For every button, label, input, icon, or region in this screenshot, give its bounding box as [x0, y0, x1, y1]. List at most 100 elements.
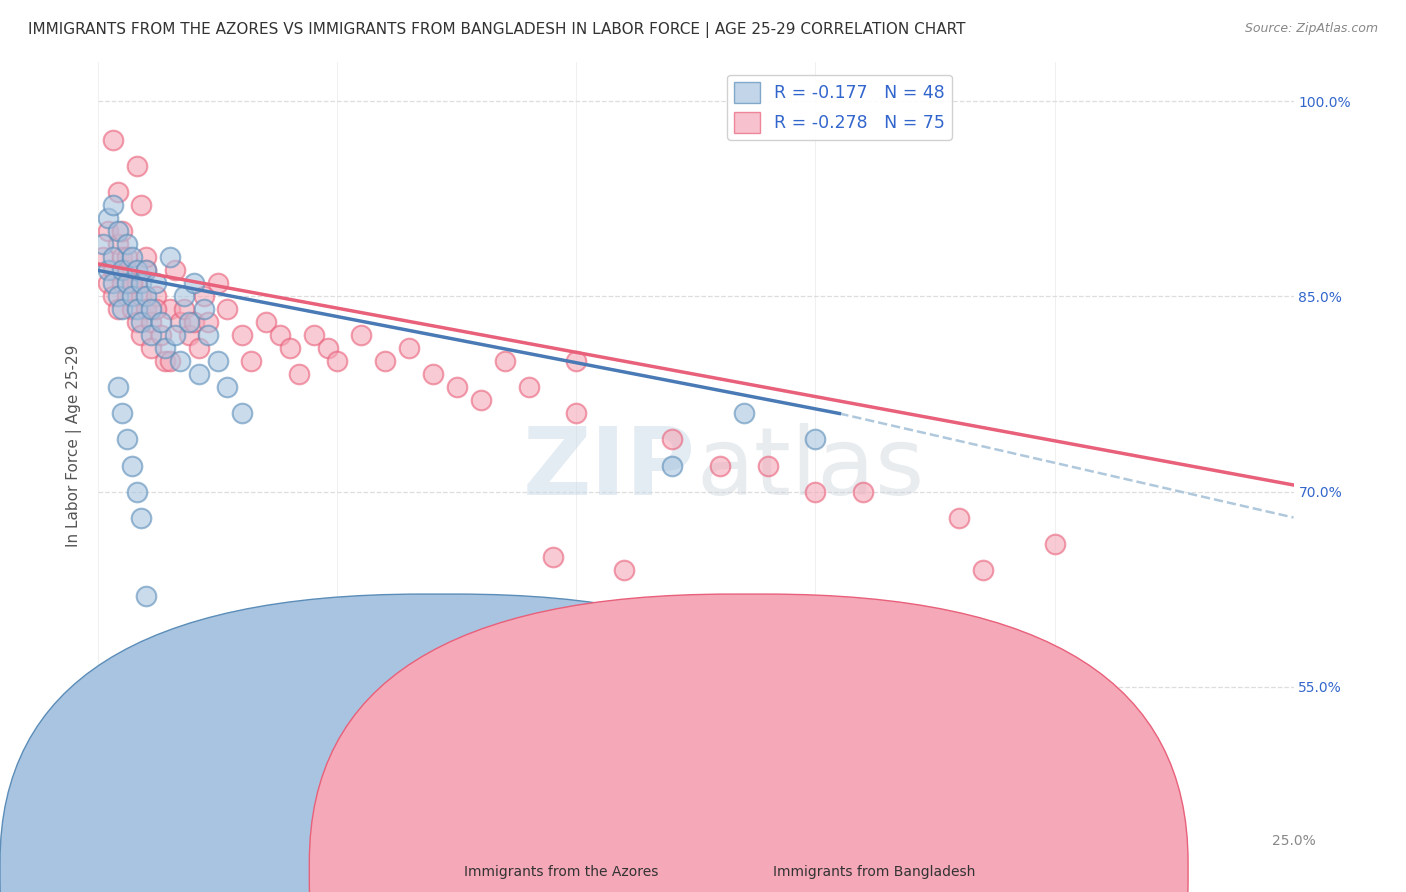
Point	[709, 458, 731, 473]
Point	[115, 433, 138, 447]
Point	[139, 342, 162, 356]
Point	[131, 510, 153, 524]
Point	[115, 237, 138, 252]
Point	[121, 251, 143, 265]
Point	[111, 407, 134, 421]
Point	[159, 251, 181, 265]
Point	[155, 342, 177, 356]
Point	[231, 328, 253, 343]
Point	[613, 562, 636, 576]
Point	[326, 354, 349, 368]
Point	[948, 510, 970, 524]
Point	[302, 328, 325, 343]
Point	[125, 160, 148, 174]
Point	[374, 354, 396, 368]
Point	[183, 277, 205, 291]
Point	[173, 289, 195, 303]
Point	[97, 277, 120, 291]
Point	[97, 224, 120, 238]
Point	[1043, 536, 1066, 550]
Point	[565, 407, 588, 421]
Point	[179, 316, 201, 330]
Point	[193, 289, 215, 303]
Point	[179, 328, 201, 343]
Point	[1091, 718, 1114, 732]
Point	[169, 316, 191, 330]
Point	[135, 289, 157, 303]
Point	[948, 797, 970, 811]
Text: IMMIGRANTS FROM THE AZORES VS IMMIGRANTS FROM BANGLADESH IN LABOR FORCE | AGE 25: IMMIGRANTS FROM THE AZORES VS IMMIGRANTS…	[28, 22, 966, 38]
Text: ZIP: ZIP	[523, 423, 696, 515]
Point	[125, 316, 148, 330]
Point	[254, 316, 277, 330]
Point	[163, 328, 186, 343]
Point	[197, 328, 219, 343]
Point	[139, 302, 162, 317]
Point	[115, 251, 138, 265]
Point	[446, 380, 468, 394]
Point	[121, 289, 143, 303]
Point	[278, 342, 301, 356]
Point	[422, 368, 444, 382]
Point	[115, 277, 138, 291]
Legend: R = -0.177   N = 48, R = -0.278   N = 75: R = -0.177 N = 48, R = -0.278 N = 75	[727, 75, 952, 140]
Point	[197, 316, 219, 330]
Point	[240, 354, 263, 368]
Point	[398, 342, 420, 356]
Point	[804, 484, 827, 499]
Point	[756, 458, 779, 473]
Point	[217, 380, 239, 394]
Point	[131, 316, 153, 330]
Point	[972, 562, 994, 576]
Point	[155, 354, 177, 368]
Point	[183, 316, 205, 330]
Point	[135, 589, 157, 603]
Text: Immigrants from Bangladesh: Immigrants from Bangladesh	[773, 865, 976, 880]
Point	[187, 342, 209, 356]
Point	[121, 277, 143, 291]
Point	[115, 263, 138, 277]
Point	[101, 198, 124, 212]
Point	[135, 251, 157, 265]
Point	[173, 302, 195, 317]
Point	[149, 316, 172, 330]
Point	[107, 186, 129, 200]
Point	[115, 289, 138, 303]
Point	[131, 289, 153, 303]
Point	[852, 484, 875, 499]
Point	[159, 302, 181, 317]
Point	[125, 302, 148, 317]
Point	[107, 237, 129, 252]
Point	[145, 277, 167, 291]
Text: Source: ZipAtlas.com: Source: ZipAtlas.com	[1244, 22, 1378, 36]
Point	[169, 354, 191, 368]
Point	[101, 263, 124, 277]
Point	[494, 354, 516, 368]
Point	[121, 277, 143, 291]
Point	[125, 484, 148, 499]
Point	[125, 263, 148, 277]
Point	[193, 302, 215, 317]
Point	[149, 328, 172, 343]
Point	[207, 354, 229, 368]
Point	[145, 302, 167, 317]
Point	[163, 263, 186, 277]
Point	[541, 549, 564, 564]
Point	[97, 263, 120, 277]
Point	[217, 302, 239, 317]
Point	[101, 251, 124, 265]
Point	[91, 237, 114, 252]
Point	[159, 354, 181, 368]
Point	[107, 289, 129, 303]
Point	[661, 433, 683, 447]
Point	[107, 224, 129, 238]
Y-axis label: In Labor Force | Age 25-29: In Labor Force | Age 25-29	[66, 345, 83, 547]
Point	[101, 133, 124, 147]
Point	[207, 277, 229, 291]
Point	[288, 368, 311, 382]
Point	[97, 211, 120, 226]
Point	[470, 393, 492, 408]
Point	[187, 368, 209, 382]
Point	[131, 198, 153, 212]
Point	[517, 380, 540, 394]
